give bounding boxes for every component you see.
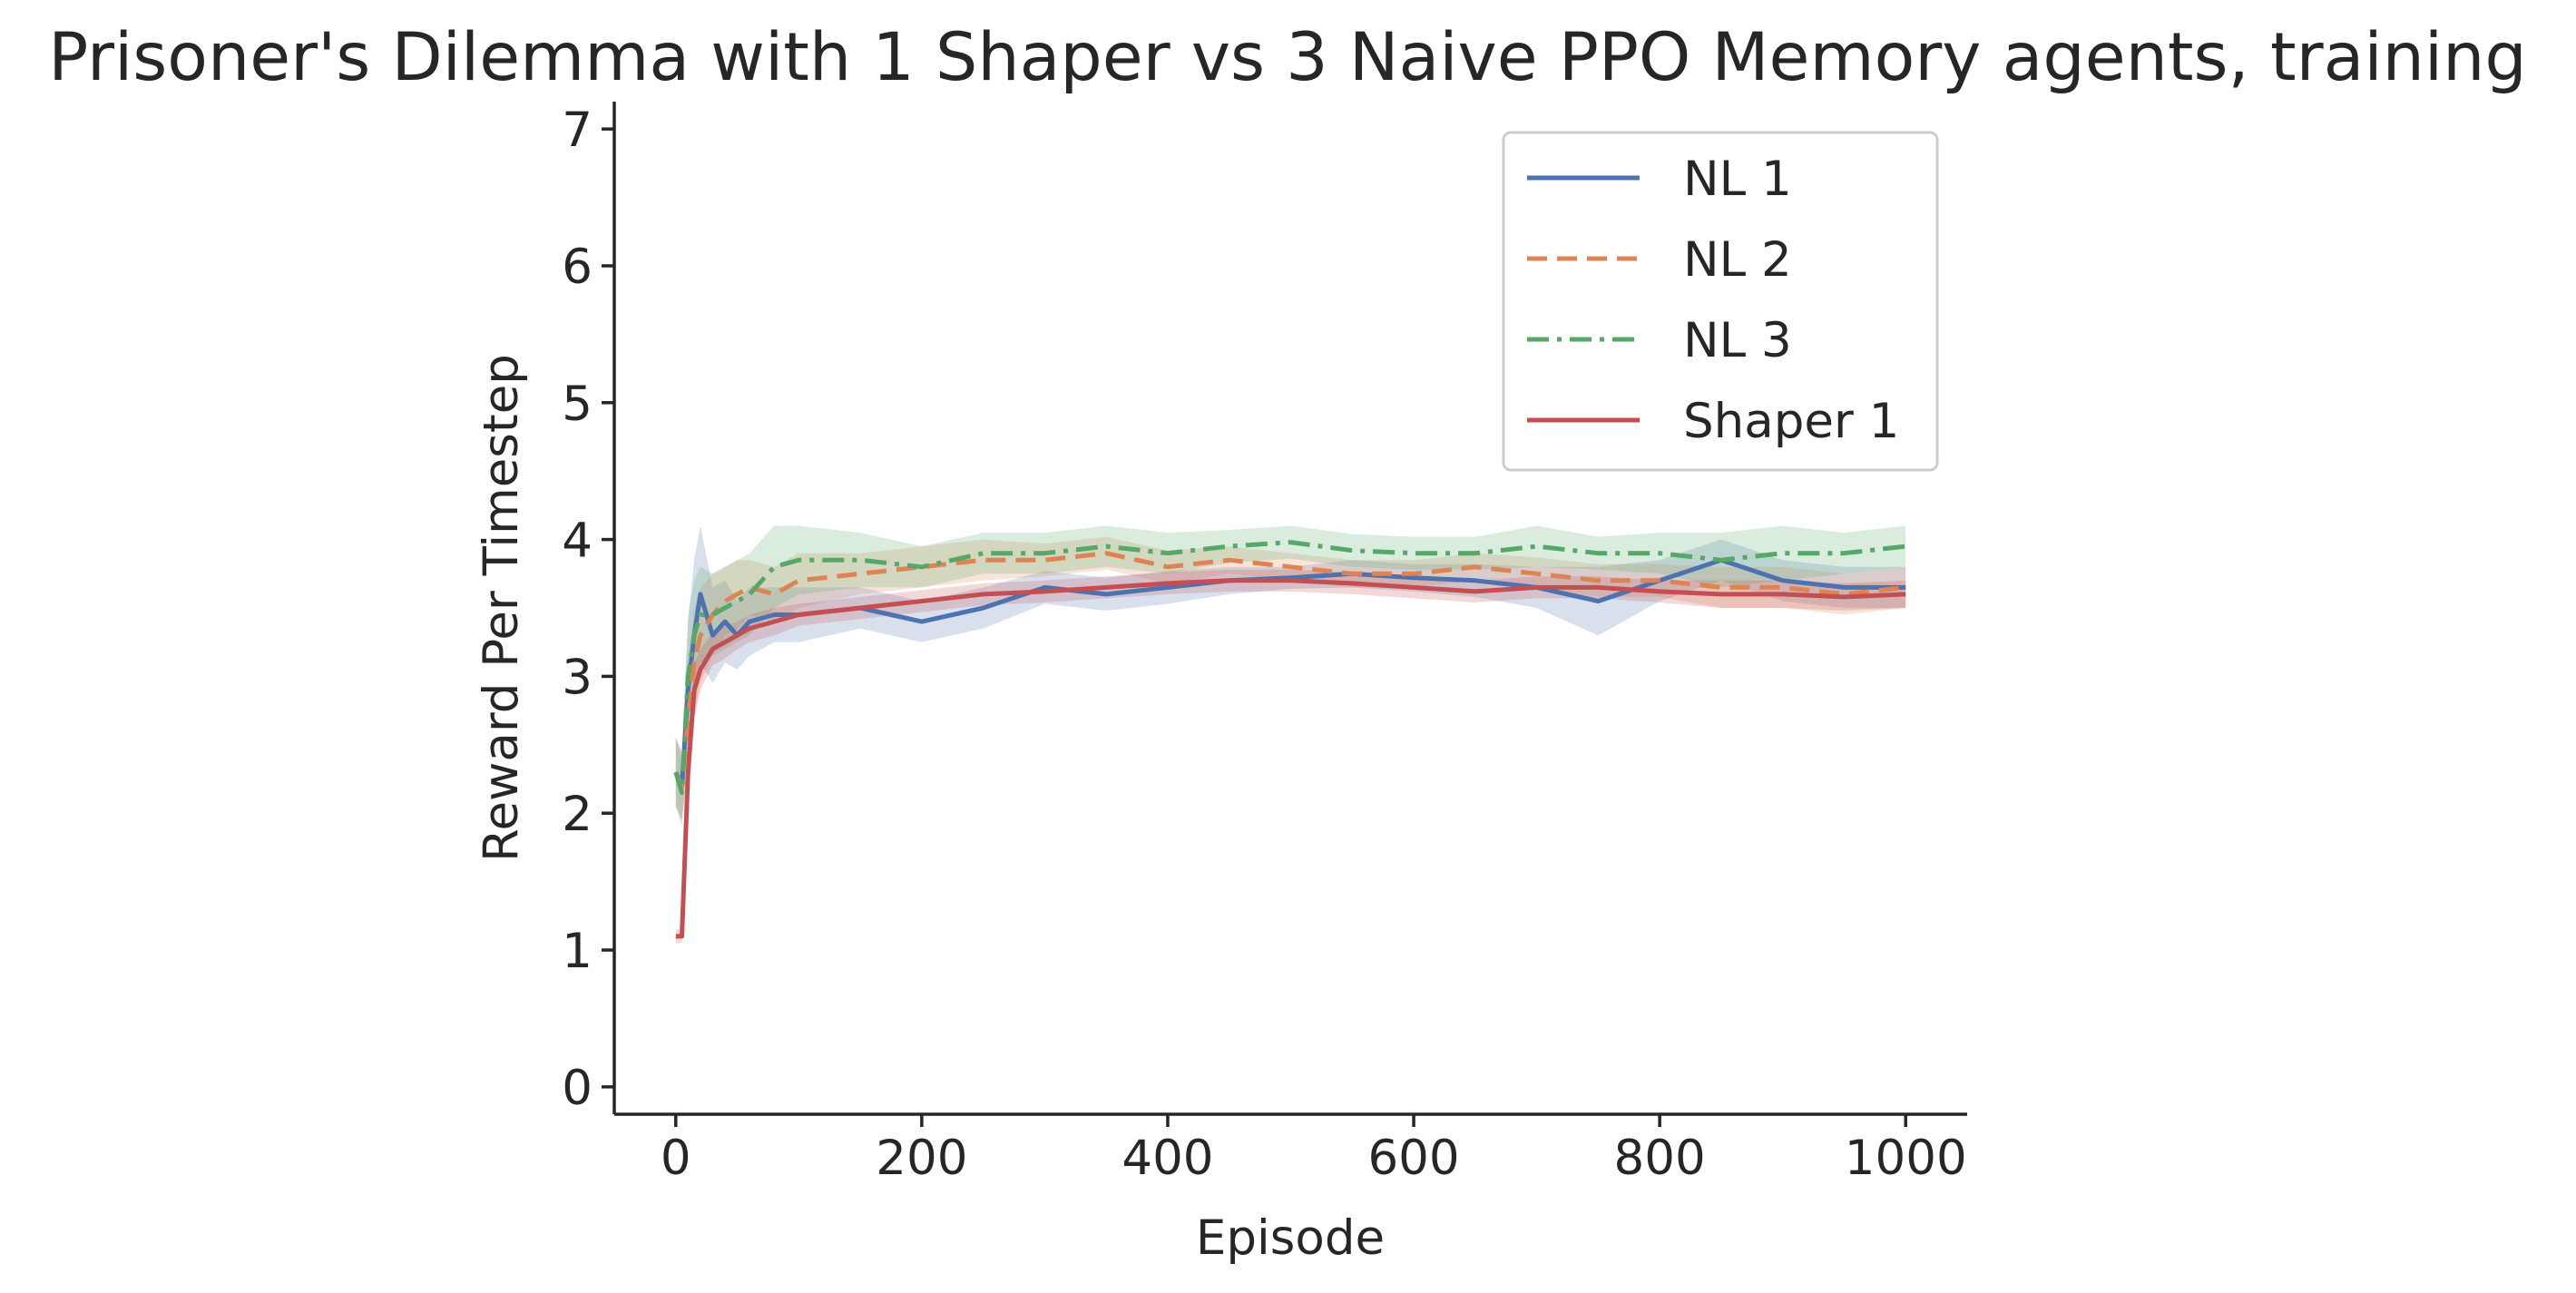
x-tick-label: 0 [661, 1131, 691, 1186]
series-3-line [673, 540, 1906, 796]
series-2-line [673, 551, 1906, 789]
y-tick-label: 6 [562, 240, 593, 295]
y-tick-label: 3 [562, 650, 593, 705]
x-axis-ticks: 0 200 400 600 800 1000 [661, 1114, 1967, 1186]
y-tick-label: 0 [562, 1061, 593, 1116]
y-tick-label: 1 [562, 924, 593, 979]
legend-label-4: Shaper 1 [1683, 394, 1899, 449]
x-tick-label: 1000 [1845, 1131, 1967, 1186]
y-tick-label: 7 [562, 103, 593, 158]
series-4-line [675, 578, 1906, 939]
x-tick-label: 600 [1367, 1131, 1459, 1186]
series-2-band [675, 536, 1906, 820]
chart-title: Prisoner's Dilemma with 1 Shaper vs 3 Na… [48, 19, 2527, 96]
x-axis-label: Episode [1196, 1210, 1385, 1266]
x-tick-label: 400 [1121, 1131, 1213, 1186]
series-4-band [675, 569, 1906, 944]
y-axis-ticks: 0 1 2 3 4 5 6 7 [562, 103, 614, 1116]
y-axis-label: Reward Per Timestep [474, 354, 529, 862]
series-3-band [675, 525, 1906, 828]
legend-label-1: NL 1 [1683, 152, 1792, 207]
y-tick-label: 4 [562, 514, 593, 569]
legend-label-3: NL 3 [1683, 313, 1792, 368]
legend-label-2: NL 2 [1683, 232, 1792, 288]
y-tick-label: 5 [562, 377, 593, 432]
plot-area [673, 525, 1906, 944]
legend: NL 1 NL 2 NL 3 Shaper 1 [1502, 131, 1939, 472]
legend-box [1502, 131, 1939, 472]
x-tick-label: 800 [1614, 1131, 1706, 1186]
x-tick-label: 200 [876, 1131, 967, 1186]
y-tick-label: 2 [562, 787, 593, 842]
